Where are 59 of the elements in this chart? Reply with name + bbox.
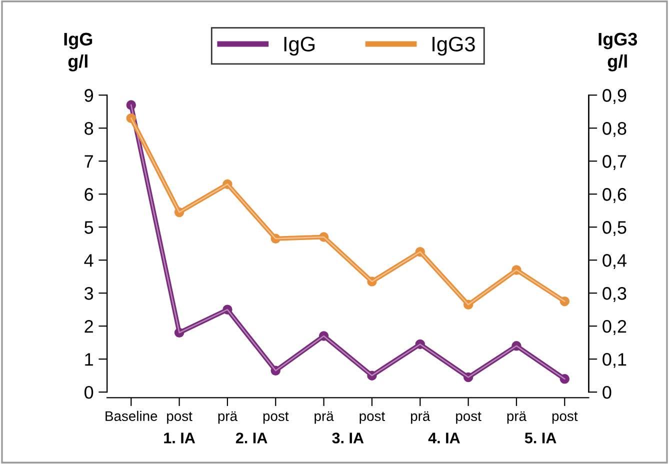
point: [126, 100, 136, 110]
y2-tick-label: 0,4: [602, 254, 626, 269]
legend-label: IgG: [284, 36, 314, 56]
x-tick-label: prä: [410, 411, 430, 424]
point: [367, 276, 377, 286]
legend-label: IgG3: [432, 36, 475, 56]
y-tick-label: 7: [84, 155, 93, 168]
point: [318, 232, 329, 242]
y-tick-label: 9: [84, 89, 93, 102]
point: [174, 207, 184, 218]
y2-tick-label: 0,8: [602, 122, 626, 137]
x-tick-label: prä: [218, 411, 238, 424]
x-tick-label: prä: [507, 411, 527, 424]
y2-tick-label: 0: [602, 386, 612, 399]
y2-tick-label: 0,2: [602, 320, 626, 335]
y-axis-title: IgG g/l: [64, 32, 92, 72]
x-tick-label: post: [456, 412, 482, 424]
point: [222, 179, 232, 190]
point: [270, 366, 280, 376]
y-tick-label: 1: [85, 353, 93, 366]
text: 4. IA: [428, 432, 460, 444]
y2-tick-label: 0,9: [602, 89, 626, 104]
point: [270, 234, 280, 244]
y-tick-label: 5: [84, 221, 94, 234]
y-tick-label: 0: [84, 386, 94, 399]
y-tick-label: 8: [84, 122, 94, 135]
x-tick-label: prä: [314, 411, 334, 424]
point: [415, 246, 425, 257]
point: [512, 341, 522, 351]
point: [367, 370, 377, 380]
y2-tick-label: 0,5: [602, 221, 626, 236]
point: [415, 339, 425, 350]
point: [318, 331, 329, 341]
x-tick-label: post: [263, 412, 289, 424]
text: 3. IA: [332, 432, 364, 444]
text: 1. IA: [164, 432, 196, 444]
text: 5. IA: [524, 432, 556, 444]
y2-tick-label: 0,1: [602, 353, 626, 368]
x-tick-label: Baseline: [106, 410, 158, 422]
x-tick-label: post: [360, 412, 385, 424]
point: [560, 296, 570, 306]
point: [512, 265, 522, 275]
y-tick-label: 4: [84, 254, 94, 267]
point: [222, 304, 232, 314]
x-tick-label: post: [167, 412, 192, 424]
point: [174, 328, 184, 338]
y-tick-label: 6: [84, 188, 94, 201]
y-tick-label: 2: [84, 320, 93, 333]
point: [126, 113, 136, 124]
y2-tick-label: 0,6: [602, 188, 626, 203]
y2-tick-label: 0,3: [602, 287, 626, 302]
y2-tick-label: 0,7: [602, 155, 626, 170]
point: [463, 372, 474, 382]
y-tick-label: 3: [84, 287, 94, 300]
point: [463, 300, 474, 310]
y2-axis-title: IgG3 g/l: [598, 32, 638, 72]
x-tick-label: post: [552, 412, 578, 424]
text: 2. IA: [236, 432, 268, 444]
point: [560, 374, 570, 384]
